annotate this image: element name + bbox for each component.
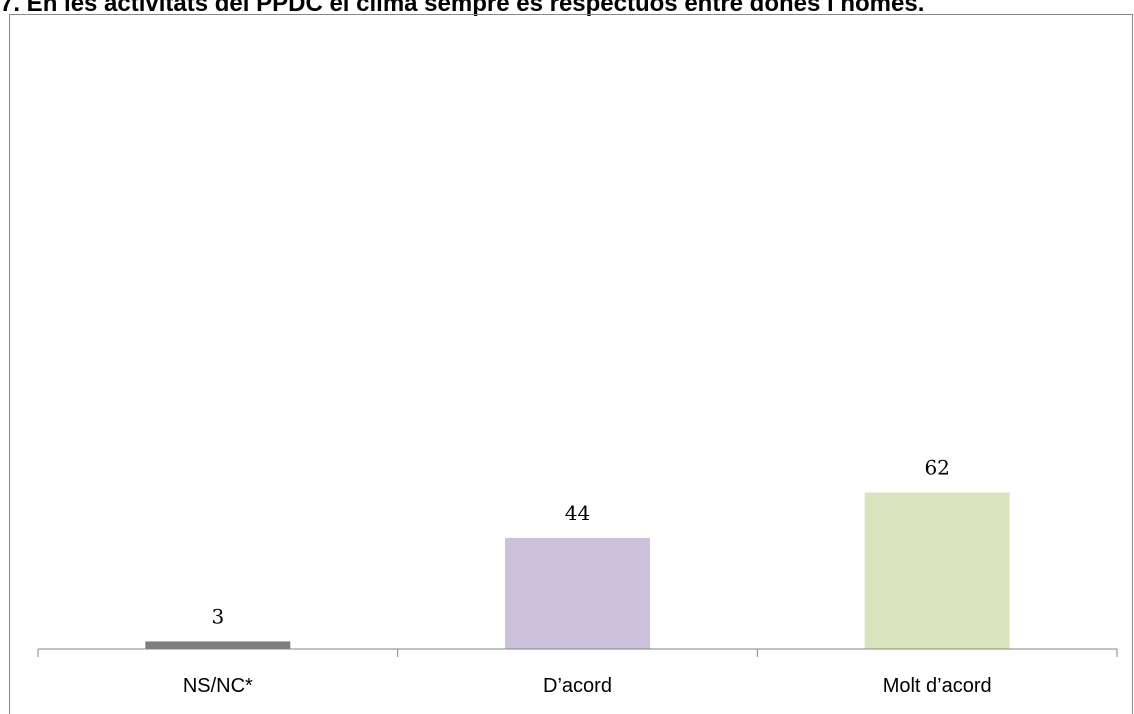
chart-title: 7. En les activitats del PPDC el clima s…	[0, 0, 925, 17]
bar-1	[145, 641, 291, 649]
chart-frame	[9, 14, 1133, 714]
data-label: 3	[211, 604, 224, 628]
bar-2	[505, 537, 650, 649]
bar-3	[864, 492, 1010, 649]
data-label: 62	[924, 455, 949, 479]
data-label: 44	[565, 501, 590, 525]
x-tick-label: D’acord	[543, 675, 612, 697]
x-tick-label: NS/NC*	[183, 675, 253, 697]
x-tick-label: Molt d’acord	[883, 675, 992, 697]
